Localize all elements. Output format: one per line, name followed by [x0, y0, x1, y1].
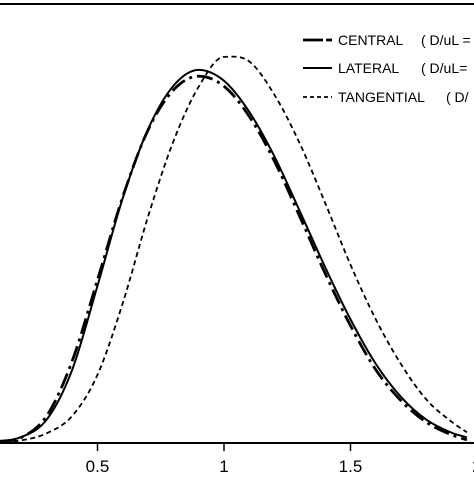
legend: CENTRAL ( D/uL = LATERAL ( D/uL= TANGENTIAL (… [303, 32, 471, 105]
series-group [0, 55, 468, 443]
x-ticks: 0.5 1 1.5 2 [86, 443, 474, 476]
x-tick-label: 2 [472, 457, 474, 474]
legend-label-central: CENTRAL [338, 32, 404, 48]
legend-suffix-central: ( D/uL = [421, 32, 471, 48]
axes [0, 3, 474, 444]
x-tick-label: 1 [219, 457, 228, 474]
x-tick-label: 0.5 [86, 457, 110, 474]
legend-suffix-tangential: ( D/ [446, 89, 469, 105]
series-line-central [0, 74, 468, 443]
x-tick-label: 1.5 [339, 457, 363, 474]
series-line-tangential [0, 55, 468, 443]
legend-label-tangential: TANGENTIAL [338, 89, 425, 105]
legend-label-lateral: LATERAL [338, 60, 399, 76]
legend-suffix-lateral: ( D/uL= [421, 60, 467, 76]
series-line-lateral [0, 68, 468, 442]
